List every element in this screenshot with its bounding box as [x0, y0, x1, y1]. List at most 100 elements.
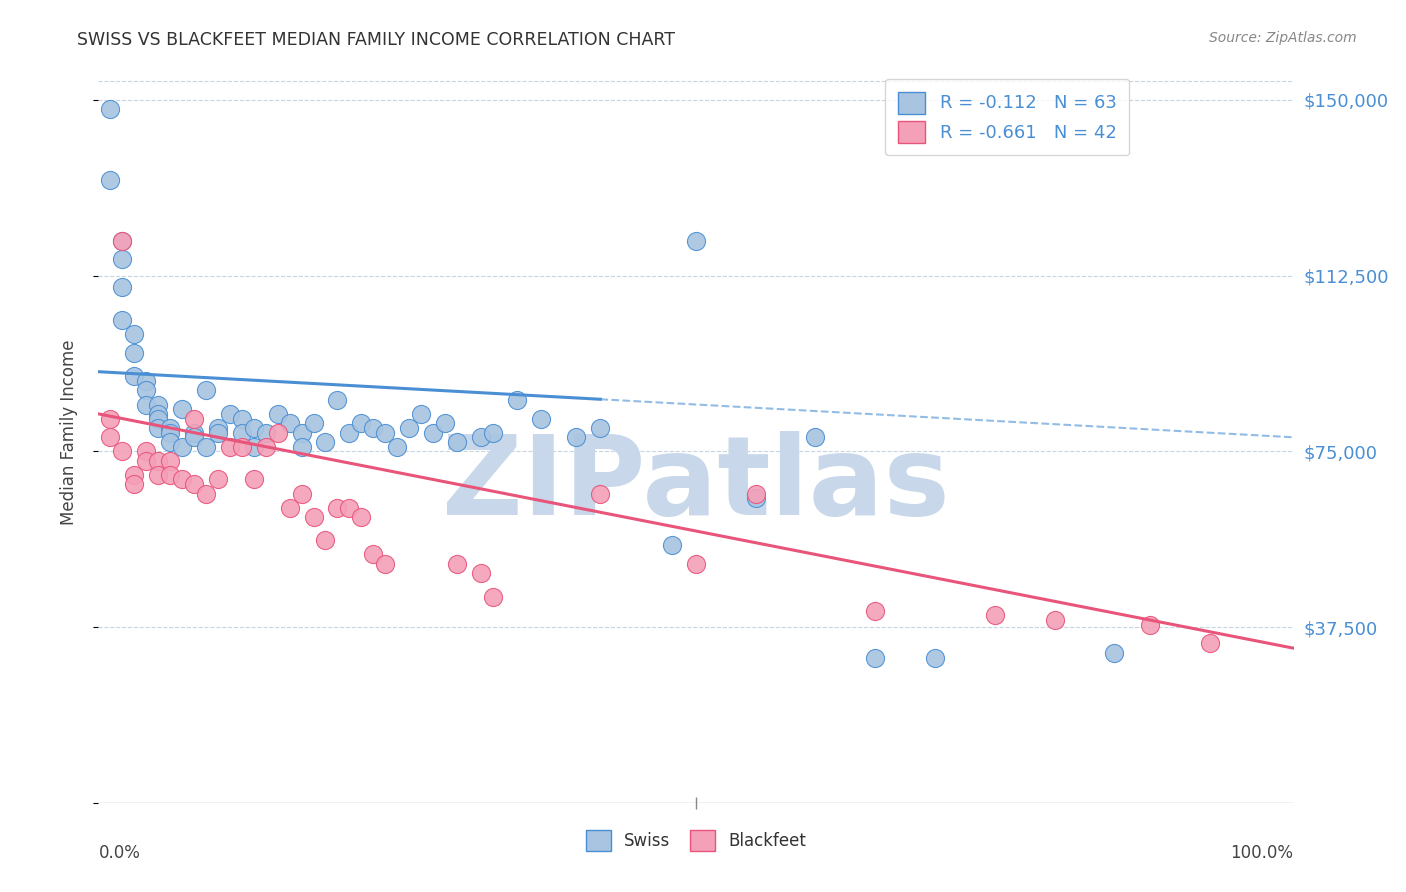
- Point: [434, 416, 457, 430]
- Point: [422, 425, 444, 440]
- Point: [339, 500, 361, 515]
- Point: [219, 407, 242, 421]
- Point: [111, 252, 134, 267]
- Point: [363, 548, 385, 562]
- Point: [804, 430, 827, 444]
- Point: [243, 421, 266, 435]
- Point: [231, 425, 253, 440]
- Point: [111, 234, 134, 248]
- Point: [685, 234, 707, 248]
- Point: [231, 411, 253, 425]
- Point: [745, 491, 768, 506]
- Point: [865, 604, 887, 618]
- Point: [172, 402, 194, 417]
- Point: [148, 467, 170, 482]
- Point: [506, 392, 529, 407]
- Point: [135, 374, 157, 388]
- Point: [1043, 613, 1066, 627]
- Point: [398, 421, 420, 435]
- Point: [183, 425, 205, 440]
- Point: [135, 397, 157, 411]
- Point: [98, 411, 122, 425]
- Point: [745, 486, 768, 500]
- Text: Source: ZipAtlas.com: Source: ZipAtlas.com: [1209, 31, 1357, 45]
- Point: [98, 430, 122, 444]
- Point: [98, 103, 122, 117]
- Point: [243, 440, 266, 454]
- Point: [291, 425, 314, 440]
- Point: [243, 473, 266, 487]
- Point: [148, 421, 170, 435]
- Point: [135, 444, 157, 458]
- Point: [470, 566, 492, 581]
- Point: [195, 440, 218, 454]
- Point: [148, 411, 170, 425]
- Point: [446, 435, 468, 450]
- Point: [446, 557, 468, 571]
- Y-axis label: Median Family Income: Median Family Income: [59, 340, 77, 525]
- Point: [385, 440, 409, 454]
- Point: [98, 172, 122, 186]
- Point: [172, 440, 194, 454]
- Point: [924, 650, 946, 665]
- Point: [135, 384, 157, 398]
- Point: [111, 313, 134, 327]
- Point: [219, 440, 242, 454]
- Point: [565, 430, 588, 444]
- Point: [124, 477, 146, 491]
- Point: [326, 500, 349, 515]
- Point: [231, 440, 253, 454]
- Point: [159, 421, 181, 435]
- Point: [530, 411, 553, 425]
- Point: [148, 397, 170, 411]
- Point: [315, 435, 337, 450]
- Point: [159, 454, 181, 468]
- Point: [254, 440, 277, 454]
- Point: [411, 407, 433, 421]
- Point: [124, 346, 146, 360]
- Point: [254, 425, 277, 440]
- Point: [278, 416, 301, 430]
- Point: [111, 234, 134, 248]
- Point: [302, 510, 325, 524]
- Point: [159, 425, 181, 440]
- Point: [481, 425, 505, 440]
- Point: [685, 557, 707, 571]
- Point: [350, 416, 373, 430]
- Point: [865, 650, 887, 665]
- Point: [148, 454, 170, 468]
- Point: [111, 444, 134, 458]
- Point: [1104, 646, 1126, 660]
- Point: [302, 416, 325, 430]
- Point: [183, 411, 205, 425]
- Point: [315, 533, 337, 548]
- Point: [183, 430, 205, 444]
- Text: SWISS VS BLACKFEET MEDIAN FAMILY INCOME CORRELATION CHART: SWISS VS BLACKFEET MEDIAN FAMILY INCOME …: [77, 31, 675, 49]
- Point: [207, 425, 229, 440]
- Point: [195, 486, 218, 500]
- Point: [291, 486, 314, 500]
- Point: [481, 590, 505, 604]
- Point: [267, 407, 290, 421]
- Point: [326, 392, 349, 407]
- Point: [291, 440, 314, 454]
- Text: 0.0%: 0.0%: [98, 844, 141, 862]
- Point: [159, 435, 181, 450]
- Text: 100.0%: 100.0%: [1230, 844, 1294, 862]
- Legend: Swiss, Blackfeet: Swiss, Blackfeet: [579, 823, 813, 857]
- Point: [470, 430, 492, 444]
- Point: [589, 421, 612, 435]
- Point: [195, 384, 218, 398]
- Point: [148, 407, 170, 421]
- Point: [124, 369, 146, 384]
- Point: [363, 421, 385, 435]
- Point: [1139, 617, 1161, 632]
- Point: [374, 557, 396, 571]
- Point: [374, 425, 396, 440]
- Point: [124, 467, 146, 482]
- Point: [278, 500, 301, 515]
- Point: [1199, 636, 1222, 650]
- Point: [661, 538, 683, 552]
- Point: [207, 421, 229, 435]
- Point: [589, 486, 612, 500]
